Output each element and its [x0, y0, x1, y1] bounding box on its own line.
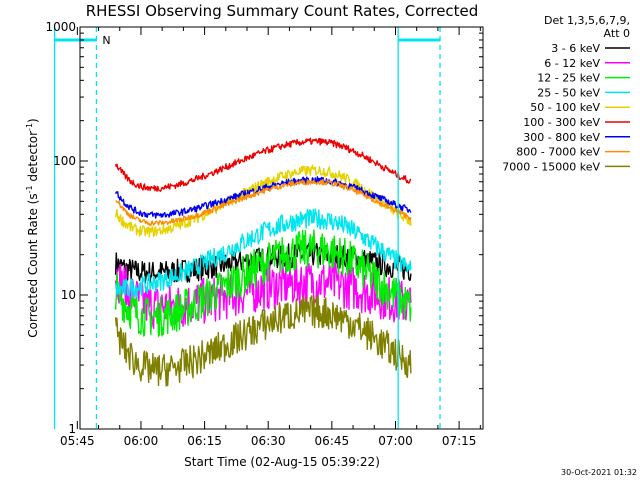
marker-layer: N	[53, 27, 441, 429]
legend-header-attenuator: Att 0	[604, 27, 630, 40]
legend-entry-label: 100 - 300 keV	[523, 116, 600, 129]
series-line-5	[114, 137, 412, 192]
footer-timestamp: 30-Oct-2021 01:32	[561, 468, 637, 477]
series-line-3	[114, 208, 412, 298]
legend-entry-label: 3 - 6 keV	[551, 42, 600, 55]
series-line-8	[114, 295, 412, 387]
series-layer	[114, 137, 412, 387]
x-tick-label: 06:15	[187, 434, 222, 448]
legend-entry-label: 7000 - 15000 keV	[502, 160, 600, 173]
legend: Det 1,3,5,6,7,9, Att 0 3 - 6 keV 6 - 12 k…	[502, 14, 630, 173]
x-tick-label: 05:45	[60, 434, 95, 448]
legend-header-detectors: Det 1,3,5,6,7,9,	[544, 14, 630, 27]
legend-entry-label: 800 - 7000 keV	[516, 146, 600, 159]
y-tick-label: 10	[61, 288, 76, 302]
legend-entry-label: 25 - 50 keV	[537, 86, 600, 99]
x-axis-label: Start Time (02-Aug-15 05:39:22)	[184, 455, 380, 469]
y-tick-label: 1000	[45, 20, 76, 34]
legend-entry-label: 50 - 100 keV	[530, 101, 600, 114]
x-tick-label: 06:00	[124, 434, 159, 448]
series-line-2	[114, 229, 412, 337]
legend-entry-label: 300 - 800 keV	[523, 131, 600, 144]
chart-title: RHESSI Observing Summary Count Rates, Co…	[86, 2, 479, 20]
y-tick-label: 100	[53, 154, 76, 168]
x-tick-label: 06:45	[315, 434, 350, 448]
legend-entry-label: 6 - 12 keV	[544, 57, 600, 70]
series-line-7	[115, 178, 412, 227]
y-tick-label: 1	[68, 422, 76, 436]
x-tick-label: 07:15	[442, 434, 477, 448]
plot-frame	[79, 26, 484, 430]
night-label: N	[102, 34, 110, 47]
y-axis: 1 10 100 1000	[45, 20, 483, 436]
y-axis-label: Corrected Count Rate (s-1 detector-1)	[25, 118, 40, 337]
x-tick-label: 07:00	[378, 434, 413, 448]
legend-entry-label: 12 - 25 keV	[537, 72, 600, 85]
series-line-6	[114, 176, 412, 219]
x-tick-label: 06:30	[251, 434, 286, 448]
x-axis: 05:45 06:00 06:15 06:30 06:45 07:00 07:15	[60, 27, 481, 448]
